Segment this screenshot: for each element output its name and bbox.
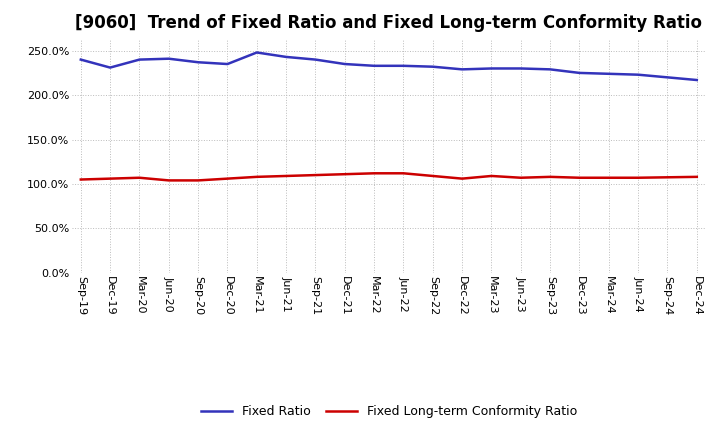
Fixed Ratio	[341, 62, 349, 67]
Fixed Ratio	[546, 67, 554, 72]
Fixed Long-term Conformity Ratio	[76, 177, 85, 182]
Fixed Ratio	[399, 63, 408, 69]
Fixed Ratio	[575, 70, 584, 76]
Fixed Long-term Conformity Ratio	[516, 175, 525, 180]
Fixed Ratio	[282, 54, 290, 59]
Fixed Long-term Conformity Ratio	[370, 171, 379, 176]
Fixed Ratio	[634, 72, 642, 77]
Fixed Long-term Conformity Ratio	[487, 173, 496, 179]
Fixed Long-term Conformity Ratio	[575, 175, 584, 180]
Fixed Ratio	[194, 59, 202, 65]
Title: [9060]  Trend of Fixed Ratio and Fixed Long-term Conformity Ratio: [9060] Trend of Fixed Ratio and Fixed Lo…	[76, 15, 702, 33]
Fixed Ratio	[605, 71, 613, 77]
Fixed Long-term Conformity Ratio	[663, 175, 672, 180]
Fixed Ratio	[693, 77, 701, 83]
Line: Fixed Long-term Conformity Ratio: Fixed Long-term Conformity Ratio	[81, 173, 697, 180]
Fixed Long-term Conformity Ratio	[693, 174, 701, 180]
Fixed Ratio	[458, 67, 467, 72]
Fixed Ratio	[370, 63, 379, 69]
Fixed Long-term Conformity Ratio	[399, 171, 408, 176]
Fixed Ratio	[135, 57, 144, 62]
Fixed Long-term Conformity Ratio	[282, 173, 290, 179]
Fixed Long-term Conformity Ratio	[194, 178, 202, 183]
Fixed Long-term Conformity Ratio	[223, 176, 232, 181]
Fixed Long-term Conformity Ratio	[106, 176, 114, 181]
Fixed Ratio	[516, 66, 525, 71]
Fixed Long-term Conformity Ratio	[253, 174, 261, 180]
Fixed Long-term Conformity Ratio	[341, 172, 349, 177]
Fixed Long-term Conformity Ratio	[605, 175, 613, 180]
Fixed Ratio	[487, 66, 496, 71]
Fixed Ratio	[311, 57, 320, 62]
Legend: Fixed Ratio, Fixed Long-term Conformity Ratio: Fixed Ratio, Fixed Long-term Conformity …	[196, 400, 582, 423]
Fixed Long-term Conformity Ratio	[458, 176, 467, 181]
Fixed Long-term Conformity Ratio	[428, 173, 437, 179]
Fixed Long-term Conformity Ratio	[311, 172, 320, 178]
Fixed Long-term Conformity Ratio	[135, 175, 144, 180]
Fixed Ratio	[106, 65, 114, 70]
Fixed Ratio	[223, 62, 232, 67]
Fixed Ratio	[428, 64, 437, 70]
Fixed Long-term Conformity Ratio	[546, 174, 554, 180]
Fixed Ratio	[76, 57, 85, 62]
Fixed Long-term Conformity Ratio	[634, 175, 642, 180]
Fixed Ratio	[164, 56, 173, 61]
Fixed Ratio	[663, 75, 672, 80]
Line: Fixed Ratio: Fixed Ratio	[81, 52, 697, 80]
Fixed Ratio	[253, 50, 261, 55]
Fixed Long-term Conformity Ratio	[164, 178, 173, 183]
